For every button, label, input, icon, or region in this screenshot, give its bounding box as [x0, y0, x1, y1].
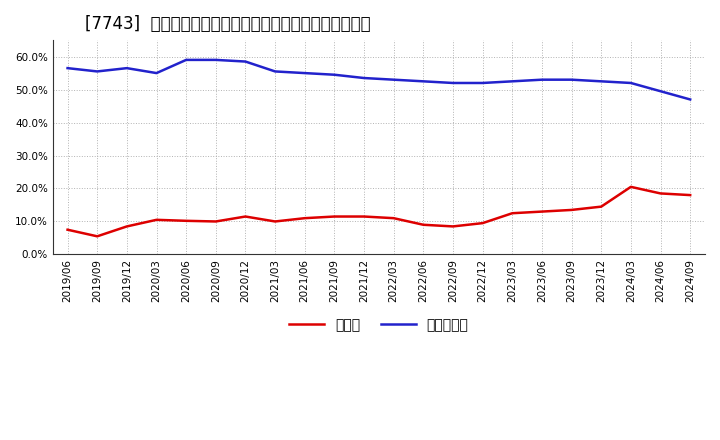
有利子負債 [478, 81, 487, 86]
Legend: 現頲金, 有利子負債: 現頲金, 有利子負債 [284, 312, 474, 337]
現頲金 [567, 207, 576, 213]
現頲金 [390, 216, 398, 221]
有利子負債 [182, 57, 191, 62]
有利子負債 [597, 79, 606, 84]
有利子負債 [212, 57, 220, 62]
有利子負債 [538, 77, 546, 82]
有利子負債 [686, 97, 695, 102]
有利子負債 [390, 77, 398, 82]
現頲金 [449, 224, 457, 229]
現頲金 [241, 214, 250, 219]
現頲金 [212, 219, 220, 224]
有利子負債 [271, 69, 279, 74]
現頲金 [330, 214, 338, 219]
有利子負債 [360, 75, 369, 81]
現頲金 [508, 211, 517, 216]
有利子負債 [508, 79, 517, 84]
現頲金 [300, 216, 309, 221]
現頲金 [360, 214, 369, 219]
現頲金 [152, 217, 161, 223]
有利子負債 [626, 81, 635, 86]
現頲金 [478, 220, 487, 226]
Text: [7743]  現頲金、有利子負債の総資産に対する比率の推移: [7743] 現頲金、有利子負債の総資産に対する比率の推移 [86, 15, 371, 33]
有利子負債 [330, 72, 338, 77]
現頲金 [597, 204, 606, 209]
現頲金 [63, 227, 72, 232]
Line: 現頲金: 現頲金 [68, 187, 690, 236]
現頲金 [182, 218, 191, 224]
有利子負債 [152, 70, 161, 76]
現頲金 [656, 191, 665, 196]
有利子負債 [63, 66, 72, 71]
現頲金 [93, 234, 102, 239]
Line: 有利子負債: 有利子負債 [68, 60, 690, 99]
有利子負債 [122, 66, 131, 71]
現頲金 [122, 224, 131, 229]
現頲金 [419, 222, 428, 227]
有利子負債 [419, 79, 428, 84]
有利子負債 [241, 59, 250, 64]
現頲金 [626, 184, 635, 190]
現頲金 [538, 209, 546, 214]
現頲金 [271, 219, 279, 224]
有利子負債 [449, 81, 457, 86]
有利子負債 [93, 69, 102, 74]
有利子負債 [300, 70, 309, 76]
有利子負債 [567, 77, 576, 82]
現頲金 [686, 192, 695, 198]
有利子負債 [656, 88, 665, 94]
